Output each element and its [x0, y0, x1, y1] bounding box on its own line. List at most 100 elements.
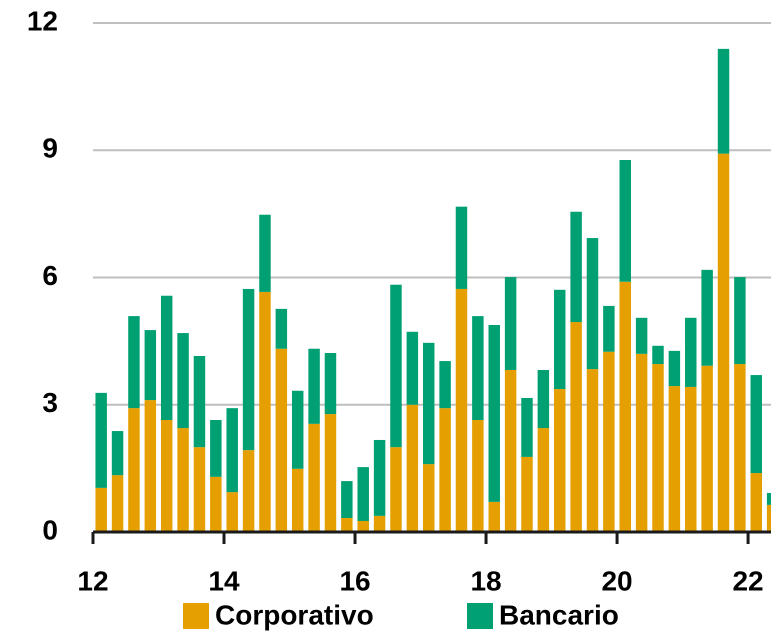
bar-segment — [635, 353, 648, 532]
x-tick-label: 12 — [77, 565, 108, 596]
bar-segment — [95, 487, 107, 532]
bar-segment — [488, 325, 500, 502]
bar-segment — [603, 351, 615, 532]
x-tick-label: 18 — [470, 565, 501, 596]
bar-segment — [668, 386, 681, 532]
bar-segment — [275, 308, 288, 349]
bar-segment — [766, 504, 771, 532]
bar-segment — [242, 288, 255, 451]
y-tick-label: 3 — [42, 387, 58, 418]
bar-segment — [734, 364, 746, 532]
bar-segment — [226, 492, 238, 532]
x-tick-label: 20 — [601, 565, 632, 596]
bar-segment — [144, 400, 157, 532]
bar-segment — [635, 317, 648, 354]
bar-segment — [357, 520, 369, 532]
bar-segment — [259, 291, 271, 532]
bar-segment — [570, 211, 582, 323]
bar-segment — [668, 350, 681, 387]
bar-segment — [390, 447, 402, 532]
bar-segment — [504, 369, 517, 532]
legend-swatch — [183, 603, 209, 629]
bar-segment — [193, 355, 206, 448]
bar-segment — [766, 492, 771, 505]
bar-segment — [652, 345, 664, 365]
bar-segment — [685, 386, 697, 532]
bar-segment — [439, 361, 451, 409]
bar-segment — [554, 389, 566, 532]
bar-segment — [570, 322, 582, 532]
bar-segment — [537, 428, 550, 532]
bar-segment — [390, 284, 402, 448]
bar-segment — [144, 330, 157, 401]
bar-segment — [455, 288, 468, 532]
bar-segment — [603, 305, 615, 352]
x-tick-label: 22 — [732, 565, 763, 596]
y-tick-label: 12 — [27, 5, 58, 36]
bar-segment — [308, 348, 320, 424]
bar-segment — [291, 390, 304, 469]
bar-segment — [111, 431, 124, 476]
y-tick-label: 0 — [42, 514, 58, 545]
bar-segment — [193, 447, 206, 532]
bar-segment — [177, 333, 189, 429]
bar-segment — [308, 423, 320, 532]
bar-segment — [324, 414, 337, 532]
bar-segment — [619, 160, 631, 282]
bar-segment — [210, 476, 222, 532]
bar-segment — [242, 450, 255, 532]
bar-segment — [226, 408, 238, 493]
bar-segment — [259, 214, 271, 292]
y-tick-label: 6 — [42, 260, 58, 291]
bar-segment — [373, 515, 386, 532]
bar-segment — [210, 420, 222, 477]
y-tick-label: 9 — [42, 133, 58, 164]
bar-segment — [521, 397, 533, 457]
x-tick-label: 14 — [208, 565, 240, 596]
legend-label: Bancario — [499, 599, 619, 630]
bar-segment — [472, 420, 484, 532]
bar-segment — [439, 408, 451, 532]
x-tick-label: 16 — [339, 565, 370, 596]
bar-segment — [717, 48, 730, 154]
bar-segment — [455, 206, 468, 289]
bar-segment — [128, 316, 140, 409]
bar-segment — [95, 392, 107, 488]
bar-segment — [504, 277, 517, 370]
bar-segment — [341, 481, 353, 519]
bar-segment — [750, 473, 762, 532]
bar-segment — [554, 289, 566, 390]
bar-segment — [373, 439, 386, 516]
bar-segment — [488, 501, 500, 532]
bar-segment — [291, 468, 304, 532]
bar-segment — [160, 420, 173, 532]
bar-segment — [406, 331, 419, 405]
bar-segment — [422, 342, 435, 465]
bar-segment — [750, 375, 762, 474]
bar-segment — [111, 475, 124, 532]
bar-segment — [128, 408, 140, 532]
bar-segment — [701, 365, 713, 532]
bar-segment — [357, 467, 369, 521]
bar-segment — [652, 364, 664, 532]
bar-segment — [160, 295, 173, 421]
legend-swatch — [467, 603, 493, 629]
bar-segment — [701, 269, 713, 366]
bar-segment — [619, 281, 631, 532]
bar-segment — [685, 317, 697, 387]
legend-label: Corporativo — [215, 599, 374, 630]
bar-segment — [341, 518, 353, 532]
bar-segment — [717, 153, 730, 533]
bar-segment — [177, 428, 189, 532]
bar-segment — [472, 316, 484, 421]
bar-segment — [406, 404, 419, 532]
bar-segment — [324, 353, 337, 415]
bar-segment — [521, 456, 533, 532]
bar-segment — [422, 464, 435, 532]
bar-segment — [275, 348, 288, 532]
bar-segment — [734, 277, 746, 365]
bar-segment — [537, 369, 550, 429]
bar-segment — [586, 238, 599, 370]
